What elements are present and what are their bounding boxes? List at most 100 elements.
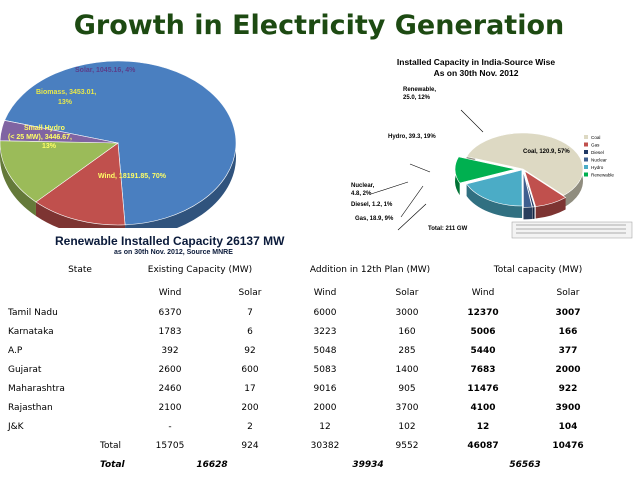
totals-cell: 15705 <box>155 441 185 451</box>
renewable-pie-slice-biomass <box>0 140 119 203</box>
slice-label-hydro-pct: 13% <box>42 143 57 150</box>
table-row: Tamil Nadu 6370 7 6000 3000 12370 3007 <box>0 308 638 324</box>
legend-swatch-renewable <box>584 172 588 177</box>
table-cell: 200 <box>241 403 259 413</box>
slice-label-renewable: Renewable, <box>403 87 436 93</box>
table-cell: 3000 <box>395 308 419 318</box>
slice-label-nuclear: Nuclear, <box>351 183 375 189</box>
table-cell: 377 <box>558 346 578 356</box>
slice-label-hydro: Small Hydro <box>24 125 65 132</box>
table-cell: 104 <box>558 422 578 432</box>
capacity-pie-side-gas <box>535 197 566 219</box>
installed-capacity-pie-chart: Installed Capacity in India-Source WiseA… <box>351 57 633 239</box>
table-cell: 2600 <box>158 365 182 375</box>
subheader-solar: Solar <box>395 288 419 298</box>
totals-cell: 10476 <box>552 441 584 451</box>
state-name: Gujarat <box>8 365 42 375</box>
subheader-wind: Wind <box>471 288 495 298</box>
page-title: Growth in Electricity Generation <box>73 10 565 41</box>
capacity-pie-slice-diesel <box>523 171 535 208</box>
table-cell: 4100 <box>470 403 496 413</box>
legend-label-diesel: Diesel <box>591 150 604 155</box>
subheader-solar: Solar <box>238 288 262 298</box>
legend-swatch-hydro <box>584 165 588 169</box>
slice-label-gas: Gas, 18.9, 9% <box>355 216 394 222</box>
capacity-pie-side-nuclear <box>523 207 533 220</box>
table-row: Maharashtra 2460 17 9016 905 11476 922 <box>0 384 638 400</box>
header-existing: Existing Capacity (MW) <box>147 265 253 275</box>
total-capacity-label: Total: 211 GW <box>428 226 468 232</box>
capacity-pie-side-hydro <box>466 183 523 219</box>
label-leader-line <box>370 181 409 195</box>
capacity-pie-side-coal <box>466 132 584 208</box>
grand-totals-cell: 39934 <box>352 460 384 470</box>
slice-label-biomass: Biomass, 3453.01, <box>36 89 96 96</box>
subheader-solar: Solar <box>556 288 580 298</box>
renewable-pie-slice-wind <box>4 60 237 226</box>
grand-totals-cell: 16628 <box>196 460 228 470</box>
renewable-pie-side-biomass <box>0 140 36 216</box>
table-row: Rajasthan 2100 200 2000 3700 4100 3900 <box>0 403 638 419</box>
table-cell: - <box>168 422 172 432</box>
table-cell: 5048 <box>313 346 337 356</box>
totals-cell: 46087 <box>467 441 499 451</box>
renewable-capacity-title: Renewable Installed Capacity 26137 MW <box>55 234 285 248</box>
state-name: Maharashtra <box>8 384 65 394</box>
table-cell: 392 <box>161 346 179 356</box>
state-name: Tamil Nadu <box>8 308 58 318</box>
slice-label-wind: Wind, 18191.85, 70% <box>98 173 167 180</box>
label-leader-line <box>460 109 484 133</box>
table-cell: 3007 <box>555 308 581 318</box>
table-row: J&K - 2 12 102 12 104 <box>0 422 638 438</box>
state-name: A.P <box>8 346 23 356</box>
legend-label-renewable: Renewable <box>591 173 614 178</box>
table-cell: 600 <box>241 365 259 375</box>
table-cell: 285 <box>398 346 416 356</box>
subheader-wind: Wind <box>158 288 182 298</box>
header-addition: Addition in 12th Plan (MW) <box>309 265 431 275</box>
legend-swatch-nuclear <box>584 157 588 162</box>
chart-title-2: As on 30th Nov. 2012 <box>434 68 519 78</box>
table-cell: 3900 <box>555 403 581 413</box>
legend-label-gas: Gas <box>591 143 600 148</box>
capacity-pie-side-diesel <box>532 206 535 219</box>
table-cell: 2000 <box>313 403 337 413</box>
totals-label: Total <box>100 441 122 451</box>
totals-cell: 30382 <box>310 441 340 451</box>
slice-label-hydro-mw: (< 25 MW), 3446.67, <box>8 134 72 141</box>
subheader-wind: Wind <box>313 288 337 298</box>
state-name: Karnataka <box>8 327 54 337</box>
renewable-capacity-subtitle: as on 30th Nov. 2012, Source MNRE <box>114 249 233 256</box>
state-name: Rajasthan <box>8 403 53 413</box>
legend-swatch-diesel <box>584 150 588 154</box>
table-cell: 2460 <box>158 384 182 394</box>
table-cell: 11476 <box>467 384 499 394</box>
table-cell: 17 <box>244 384 256 394</box>
table-row: A.P 392 92 5048 285 5440 377 <box>0 346 638 362</box>
totals-cell: 9552 <box>395 441 419 451</box>
table-row: Gujarat 2600 600 5083 1400 7683 2000 <box>0 365 638 381</box>
table-cell: 160 <box>398 327 416 337</box>
slice-label-nuclear-value: 4.8, 2% <box>351 191 372 197</box>
legend-label-hydro: Hydro <box>591 165 604 170</box>
legend-label-nuclear: Nuclear <box>591 158 607 163</box>
table-cell: 5440 <box>470 346 496 356</box>
table-cell: 2100 <box>158 403 182 413</box>
table-cell: 3223 <box>313 327 337 337</box>
slice-label-diesel: Diesel, 1.2, 1% <box>351 202 393 208</box>
chart-title-1: Installed Capacity in India-Source Wise <box>397 57 555 67</box>
label-leader-line <box>397 203 427 231</box>
capacity-pie-slice-nuclear <box>522 171 533 208</box>
table-cell: 6 <box>247 327 253 337</box>
totals-cell: 924 <box>241 441 259 451</box>
header-state: State <box>68 265 92 275</box>
label-leader-line <box>409 163 431 173</box>
capacity-pie-slice-coal <box>466 132 584 196</box>
legend-label-coal: Coal <box>591 135 600 140</box>
table-cell: 6000 <box>313 308 337 318</box>
renewable-pie-slice-small-hydro-mw- <box>35 142 126 226</box>
title-bar: Growth in Electricity Generation <box>0 0 638 50</box>
table-cell: 92 <box>244 346 256 356</box>
table-cell: 102 <box>398 422 416 432</box>
slice-label-solar: Solar, 1045.16, 4% <box>75 67 136 74</box>
